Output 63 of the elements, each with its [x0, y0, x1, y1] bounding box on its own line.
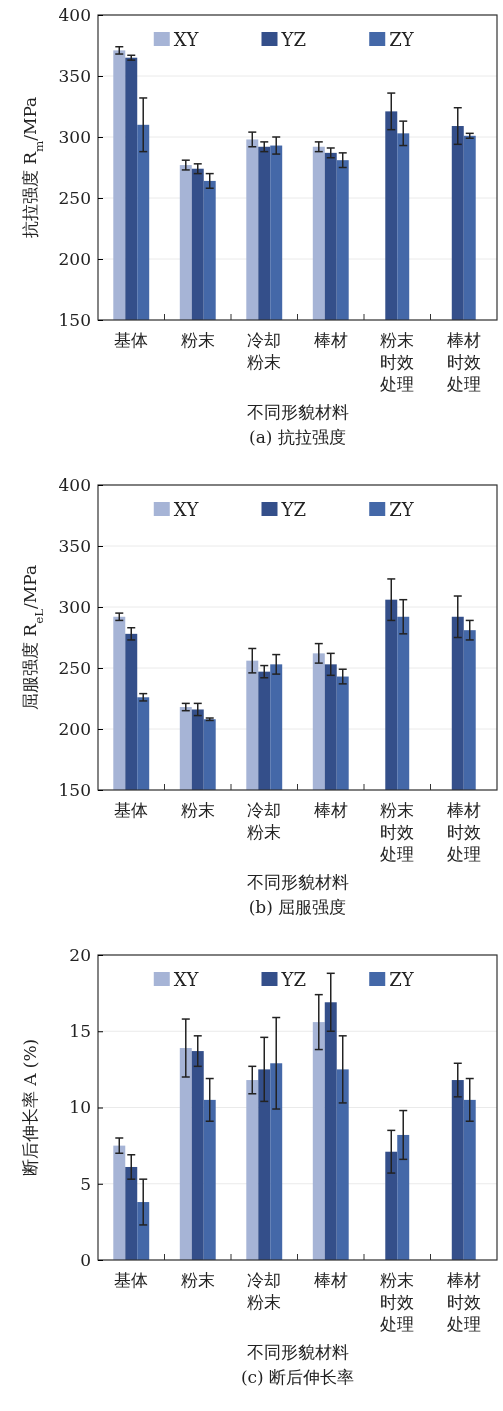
- y-tick-label: 15: [69, 1021, 91, 1042]
- y-tick-label: 10: [69, 1097, 91, 1118]
- x-axis-title: 不同形貌材料: [246, 1342, 349, 1362]
- bar: [191, 1051, 204, 1260]
- legend-label: XY: [173, 499, 200, 520]
- x-tick-label: 棒材时效处理: [446, 1270, 481, 1334]
- y-tick-label: 400: [58, 474, 91, 495]
- bar: [385, 1151, 398, 1260]
- y-tick-label: 150: [58, 779, 91, 800]
- x-tick-label: 粉末时效处理: [380, 330, 415, 394]
- text: (c) 断后伸长率: [240, 1367, 355, 1387]
- y-tick-label: 300: [58, 596, 91, 617]
- x-tick-label: 棒材: [313, 1270, 348, 1290]
- x-axis-title: 不同形貌材料: [246, 402, 349, 422]
- bar: [246, 1080, 259, 1260]
- legend-label: XY: [173, 29, 200, 50]
- text: (b) 屈服强度: [248, 897, 347, 917]
- legend-label: YZ: [280, 29, 306, 50]
- x-tick-label: 冷却粉末: [247, 800, 282, 842]
- y-tick-label: 200: [58, 718, 91, 739]
- y-tick-label: 350: [58, 65, 91, 86]
- legend-label: XY: [173, 969, 200, 990]
- bar: [397, 1134, 410, 1260]
- y-tick-label: 300: [58, 126, 91, 147]
- x-axis-title: 不同形貌材料: [246, 872, 349, 892]
- y-tick-label: 250: [58, 657, 91, 678]
- x-tick-label: 棒材时效处理: [446, 800, 481, 864]
- y-tick-label: 350: [58, 535, 91, 556]
- bar: [179, 1048, 192, 1260]
- y-tick-label: 200: [58, 248, 91, 269]
- bar: [451, 1080, 464, 1260]
- x-tick-label: 粉末时效处理: [380, 1270, 415, 1334]
- bar: [312, 1022, 325, 1260]
- bar: [125, 1166, 138, 1260]
- y-tick-label: 5: [80, 1173, 91, 1194]
- x-tick-label: 棒材时效处理: [446, 330, 481, 394]
- y-tick-label: 250: [58, 187, 91, 208]
- text: (a) 抗拉强度: [249, 427, 346, 447]
- y-tick-label: 20: [69, 944, 91, 965]
- x-tick-label: 基体: [114, 1270, 149, 1290]
- bar: [113, 1145, 126, 1260]
- x-tick-label: 粉末: [180, 1270, 215, 1290]
- legend-label: ZY: [389, 499, 415, 520]
- legend-label: ZY: [389, 969, 415, 990]
- x-tick-label: 粉末时效处理: [380, 800, 415, 864]
- x-tick-label: 冷却粉末: [247, 1270, 282, 1312]
- bar: [137, 1202, 150, 1260]
- x-tick-label: 棒材: [313, 800, 348, 820]
- y-tick-label: 0: [80, 1249, 91, 1270]
- y-tick-label: 400: [58, 4, 91, 25]
- bar: [203, 1099, 216, 1260]
- x-tick-label: 粉末: [180, 800, 215, 820]
- x-tick-label: 基体: [114, 330, 149, 350]
- x-tick-label: 棒材: [313, 330, 348, 350]
- legend-label: YZ: [280, 969, 306, 990]
- x-tick-label: 粉末: [180, 330, 215, 350]
- y-tick-label: 150: [58, 309, 91, 330]
- x-tick-label: 冷却粉末: [247, 330, 282, 372]
- y-axis-title: 断后伸长率 A (%): [20, 1038, 40, 1177]
- x-tick-label: 基体: [114, 800, 149, 820]
- legend-label: YZ: [280, 499, 306, 520]
- legend-label: ZY: [389, 29, 415, 50]
- bar: [463, 1099, 476, 1260]
